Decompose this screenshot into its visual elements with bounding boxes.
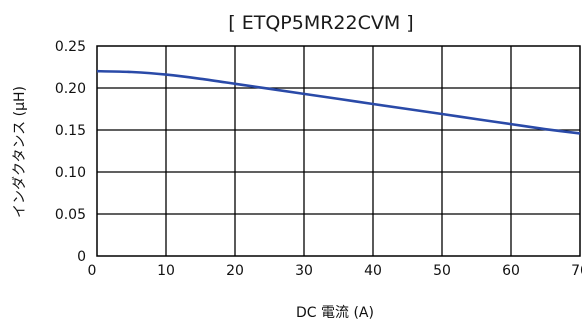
x-tick-label: 50 bbox=[433, 263, 451, 279]
grid-layer bbox=[96, 45, 581, 257]
x-axis-label: DC 電流 (A) bbox=[296, 305, 374, 321]
chart-title: [ ETQP5MR22CVM ] bbox=[228, 12, 413, 34]
x-tick-label: 30 bbox=[295, 263, 313, 279]
y-tick-label: 0.20 bbox=[55, 81, 86, 97]
y-tick-labels: 0 0.05 0.10 0.15 0.20 0.25 bbox=[55, 39, 86, 265]
x-tick-label: 40 bbox=[364, 263, 382, 279]
y-tick-label: 0.10 bbox=[55, 165, 86, 181]
x-tick-label: 10 bbox=[157, 263, 175, 279]
x-tick-label: 20 bbox=[226, 263, 244, 279]
series-layer bbox=[96, 69, 581, 135]
y-tick-label: 0 bbox=[77, 249, 86, 265]
x-tick-label: 0 bbox=[88, 263, 97, 279]
y-tick-label: 0.25 bbox=[55, 39, 86, 55]
x-tick-labels: 0 10 20 30 40 50 60 70 bbox=[88, 263, 582, 279]
x-tick-label: 60 bbox=[502, 263, 520, 279]
x-tick-label: 70 bbox=[571, 263, 582, 279]
series-line bbox=[96, 69, 581, 135]
y-tick-label: 0.05 bbox=[55, 207, 86, 223]
y-axis-label: インダクタンス (μH) bbox=[12, 86, 28, 218]
plot-frame bbox=[96, 45, 581, 257]
y-tick-label: 0.15 bbox=[55, 123, 86, 139]
